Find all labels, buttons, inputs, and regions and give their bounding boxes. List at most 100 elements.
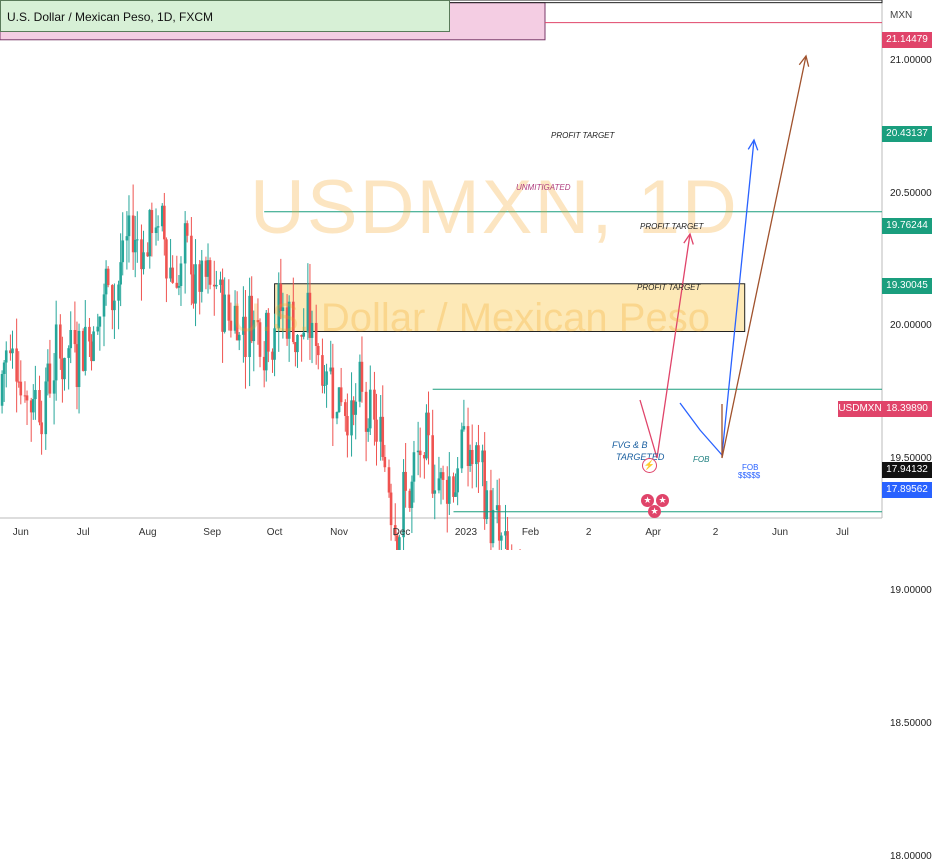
us-flag-event-icon-3[interactable]: ★ <box>648 505 661 518</box>
candle-body <box>242 316 245 335</box>
candle-body <box>75 344 79 388</box>
price-badge: 17.89562 <box>882 482 932 498</box>
y-tick-label: 20.00000 <box>890 320 932 332</box>
candle-body <box>15 348 18 382</box>
targeted-label: TARGETED <box>616 452 665 462</box>
candle-body <box>54 324 58 381</box>
candle-body <box>25 395 29 401</box>
candle-body <box>146 252 149 257</box>
candle-body <box>77 330 81 388</box>
candle-body <box>337 387 341 413</box>
candle-body <box>256 320 260 323</box>
candle-body <box>381 416 385 457</box>
candle-body <box>373 389 376 420</box>
us-flag-event-icon[interactable]: ★ <box>641 494 654 507</box>
candle-body <box>448 476 451 504</box>
candle-body <box>325 371 328 385</box>
candle-body <box>48 363 52 394</box>
price-badge: USDMXN <box>838 401 882 417</box>
candle-body <box>402 471 405 538</box>
candle-body <box>468 449 472 466</box>
candle-body <box>177 285 181 288</box>
candle-body <box>171 267 174 283</box>
candle-body <box>131 215 135 253</box>
candle-body <box>423 455 426 459</box>
x-tick-label: Sep <box>203 527 222 538</box>
candle-body <box>279 283 283 312</box>
candle-body <box>408 490 412 508</box>
profit-target-label-2: PROFIT TARGET <box>640 222 704 231</box>
y-tick-label: 18.00000 <box>890 850 932 862</box>
candle-body <box>441 472 445 480</box>
candle-body <box>96 326 100 332</box>
candle-body <box>454 492 457 497</box>
profit-target-label-1: PROFIT TARGET <box>551 131 615 140</box>
candle-body <box>221 279 224 332</box>
candle-body <box>306 292 310 333</box>
currency-label: MXN <box>890 10 913 21</box>
y-tick-label: 18.50000 <box>890 718 932 729</box>
candle-body <box>350 400 353 436</box>
candle-body <box>387 467 391 493</box>
candle-body <box>273 328 276 360</box>
candle-body <box>198 264 201 292</box>
candle-body <box>83 326 87 371</box>
candle-body <box>470 449 474 465</box>
candle-body <box>215 284 218 287</box>
x-tick-label: Dec <box>392 527 411 538</box>
candle-body <box>2 362 6 374</box>
x-tick-label: 2 <box>712 527 719 538</box>
candle-body <box>190 235 193 275</box>
candle-body <box>335 412 339 419</box>
lightning-event-icon[interactable]: ⚡ <box>642 458 657 473</box>
price-badge: 20.43137 <box>882 126 932 142</box>
price-badge: 21.14479 <box>882 32 932 48</box>
candle-body <box>418 450 422 456</box>
candle-body <box>212 284 216 287</box>
candle-body <box>106 268 110 286</box>
candle-body <box>491 509 495 544</box>
candle-body <box>445 479 449 504</box>
profit-target-label-3: PROFIT TARGET <box>637 283 701 292</box>
chart-canvas[interactable] <box>0 0 932 550</box>
candle-body <box>154 227 158 234</box>
candle-body <box>398 537 401 550</box>
candle-body <box>439 472 443 479</box>
us-flag-event-icon-2[interactable]: ★ <box>656 494 669 507</box>
candle-body <box>416 450 420 453</box>
candle-body <box>433 490 437 494</box>
candle-body <box>63 357 66 380</box>
projection-arrow-brown <box>721 55 807 459</box>
candle-body <box>52 380 56 394</box>
x-tick-label: Aug <box>138 527 157 538</box>
candle-body <box>183 223 187 264</box>
candle-body <box>352 400 355 415</box>
x-tick-label: 2023 <box>454 527 478 538</box>
x-tick-label: Nov <box>330 527 348 538</box>
candle-body <box>117 284 120 301</box>
dollar-marks: $$$$$ <box>738 471 761 480</box>
candle-body <box>354 401 358 415</box>
y-tick-label: 21.00000 <box>890 55 932 66</box>
y-tick-label: 19.50000 <box>890 452 932 464</box>
x-tick-label: Apr <box>645 527 661 538</box>
candle-body <box>142 252 145 270</box>
candle-body <box>379 416 382 442</box>
candle-body <box>248 295 251 358</box>
candle-body <box>410 481 414 508</box>
x-tick-label: Oct <box>266 527 283 538</box>
candle-body <box>485 490 489 520</box>
candle-body <box>252 320 256 342</box>
candle-body <box>321 355 324 386</box>
candle-body <box>69 330 73 349</box>
candle-body <box>40 422 43 435</box>
candle-body <box>73 330 77 345</box>
candle-body <box>500 535 503 541</box>
candle-body <box>504 531 507 536</box>
candle-body <box>264 312 268 371</box>
candle-body <box>310 322 314 338</box>
candle-body <box>489 490 493 544</box>
fob-label: FOB <box>693 455 710 464</box>
candle-body <box>38 390 41 423</box>
candle-body <box>44 381 48 435</box>
